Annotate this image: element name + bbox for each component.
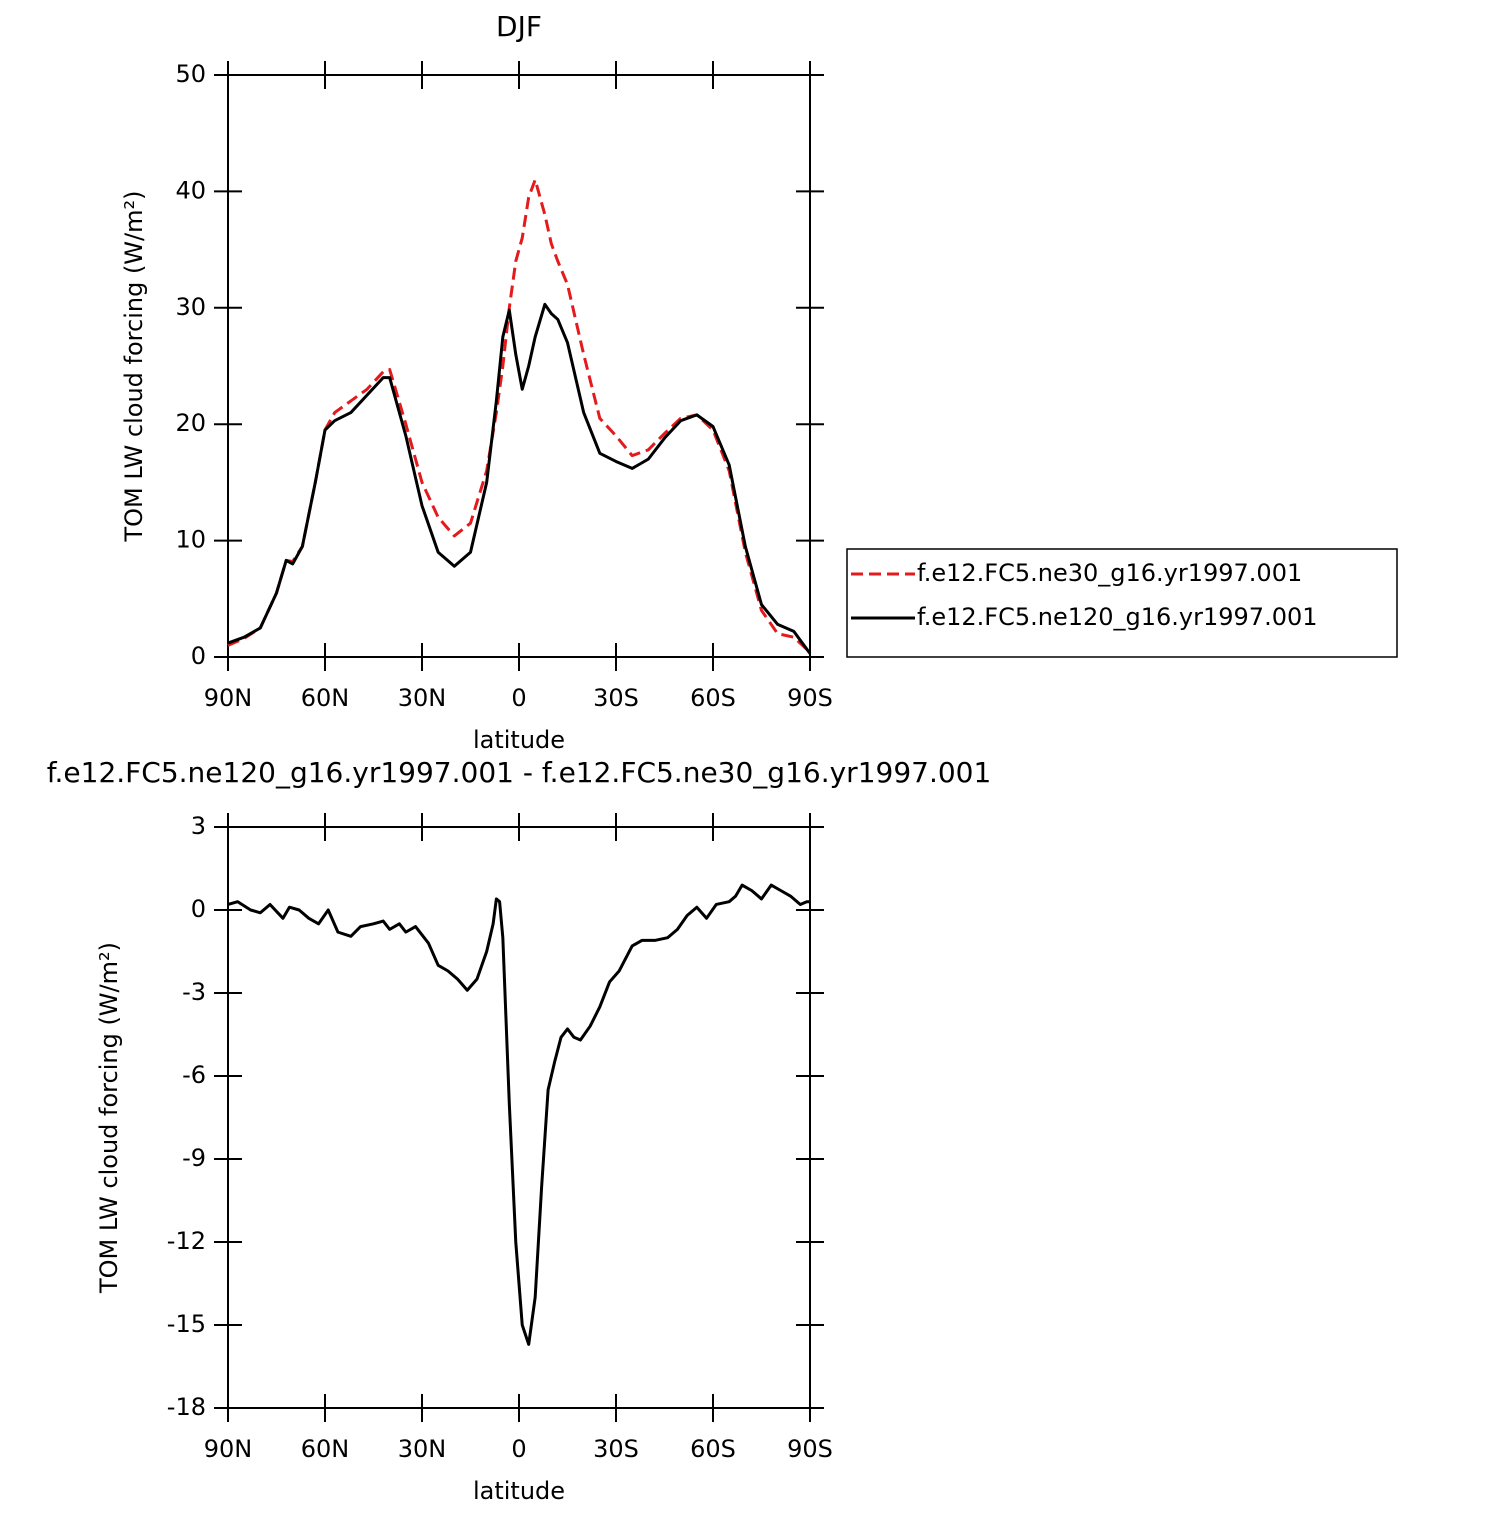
plot-frame	[227, 826, 811, 1409]
data-line	[227, 302, 812, 655]
legend-label: f.e12.FC5.ne120_g16.yr1997.001	[917, 603, 1318, 631]
y-tick-label: -9	[182, 1144, 206, 1172]
y-tick-label: -18	[167, 1393, 206, 1421]
data-line	[227, 883, 810, 1346]
x-tick-label: 0	[511, 1435, 526, 1463]
x-tick-label: 30N	[398, 684, 447, 712]
x-tick-label: 30S	[593, 684, 639, 712]
x-tick-label: 90S	[787, 1435, 833, 1463]
data-line	[227, 178, 812, 654]
y-axis-label: TOM LW cloud forcing (W/m²)	[120, 191, 148, 543]
x-tick-label: 60N	[301, 684, 350, 712]
x-tick-label: 0	[511, 684, 526, 712]
legend-box	[846, 548, 1398, 658]
x-axis-label: latitude	[473, 1477, 565, 1505]
y-tick-label: 0	[191, 895, 206, 923]
chart-title: DJF	[496, 10, 542, 43]
y-tick-label: -3	[182, 978, 206, 1006]
x-tick-label: 30S	[593, 1435, 639, 1463]
y-tick-label: 30	[175, 293, 206, 321]
y-tick-label: 0	[191, 642, 206, 670]
x-tick-label: 60S	[690, 1435, 736, 1463]
y-axis-label: TOM LW cloud forcing (W/m²)	[95, 942, 123, 1294]
x-tick-label: 90N	[204, 684, 253, 712]
x-tick-label: 90N	[204, 1435, 253, 1463]
x-tick-label: 30N	[398, 1435, 447, 1463]
y-tick-label: -15	[167, 1310, 206, 1338]
legend-label: f.e12.FC5.ne30_g16.yr1997.001	[917, 559, 1302, 587]
y-tick-label: 10	[175, 526, 206, 554]
x-axis-label: latitude	[473, 726, 565, 754]
x-tick-label: 60N	[301, 1435, 350, 1463]
x-tick-label: 90S	[787, 684, 833, 712]
y-tick-label: 40	[175, 176, 206, 204]
y-tick-label: -12	[167, 1227, 206, 1255]
y-tick-label: 50	[175, 60, 206, 88]
y-tick-label: 20	[175, 409, 206, 437]
y-tick-label: -6	[182, 1061, 206, 1089]
chart-title: f.e12.FC5.ne120_g16.yr1997.001 - f.e12.F…	[47, 756, 992, 789]
y-tick-label: 3	[191, 812, 206, 840]
x-tick-label: 60S	[690, 684, 736, 712]
